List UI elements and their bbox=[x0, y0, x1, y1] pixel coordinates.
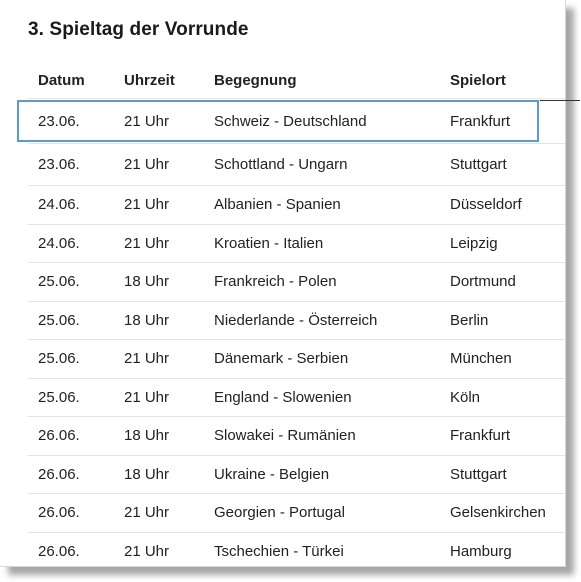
row-date: 23.06. bbox=[38, 112, 80, 130]
row-time: 21 Uhr bbox=[124, 350, 170, 368]
row-date: 24.06. bbox=[38, 234, 80, 252]
row-match: Frankreich - Polen bbox=[214, 273, 337, 291]
row-match: Albanien - Spanien bbox=[214, 196, 341, 214]
table-row[interactable]: 23.06. 21 Uhr Schottland - Ungarn Stuttg… bbox=[28, 144, 565, 186]
row-match: Niederlande - Österreich bbox=[214, 311, 378, 329]
row-venue: Leipzig bbox=[450, 234, 498, 252]
row-date: 24.06. bbox=[38, 196, 80, 214]
row-time: 21 Uhr bbox=[124, 156, 170, 173]
row-time: 21 Uhr bbox=[124, 504, 170, 522]
table-row[interactable]: 23.06. 21 Uhr Schweiz - Deutschland Fran… bbox=[28, 99, 565, 144]
table-row[interactable]: 26.06. 18 Uhr Ukraine - Belgien Stuttgar… bbox=[28, 456, 565, 494]
row-date: 26.06. bbox=[38, 427, 80, 445]
row-time: 18 Uhr bbox=[124, 465, 170, 483]
row-venue: Berlin bbox=[450, 311, 489, 329]
table-row[interactable]: 25.06. 21 Uhr England - Slowenien Köln bbox=[28, 379, 565, 417]
table-row[interactable]: 26.06. 21 Uhr Tschechien - Türkei Hambur… bbox=[28, 533, 565, 567]
row-match: Slowakei - Rumänien bbox=[214, 427, 356, 445]
row-time: 21 Uhr bbox=[124, 112, 170, 130]
row-match: Schweiz - Deutschland bbox=[214, 112, 367, 130]
row-match: Georgien - Portugal bbox=[214, 504, 345, 522]
table-row[interactable]: 25.06. 21 Uhr Dänemark - Serbien München bbox=[28, 340, 565, 379]
row-time: 21 Uhr bbox=[124, 234, 170, 252]
row-venue: Dortmund bbox=[450, 273, 516, 291]
row-time: 18 Uhr bbox=[124, 427, 170, 445]
row-time: 21 Uhr bbox=[124, 542, 170, 560]
row-match: Kroatien - Italien bbox=[214, 234, 324, 252]
row-venue: Gelsenkirchen bbox=[450, 504, 546, 522]
row-date: 25.06. bbox=[38, 311, 80, 329]
row-venue: Stuttgart bbox=[450, 156, 507, 173]
row-venue: Frankfurt bbox=[450, 427, 511, 445]
row-date: 25.06. bbox=[38, 350, 80, 368]
row-date: 23.06. bbox=[38, 156, 80, 173]
row-venue: Frankfurt bbox=[450, 112, 511, 130]
row-time: 18 Uhr bbox=[124, 273, 170, 291]
table-row[interactable]: 26.06. 21 Uhr Georgien - Portugal Gelsen… bbox=[28, 494, 565, 533]
column-header-venue: Spielort bbox=[450, 71, 506, 89]
column-header-match: Begegnung bbox=[214, 71, 297, 89]
table-row[interactable]: 25.06. 18 Uhr Frankreich - Polen Dortmun… bbox=[28, 263, 565, 302]
pointer-line bbox=[540, 100, 580, 101]
table-row[interactable]: 24.06. 21 Uhr Albanien - Spanien Düsseld… bbox=[28, 186, 565, 225]
row-match: Ukraine - Belgien bbox=[214, 465, 330, 483]
schedule-panel: 3. Spieltag der Vorrunde Datum Uhrzeit B… bbox=[0, 0, 566, 567]
schedule-table: Datum Uhrzeit Begegnung Spielort 23.06. … bbox=[28, 62, 565, 567]
column-header-time: Uhrzeit bbox=[124, 71, 175, 89]
row-venue: Köln bbox=[450, 388, 481, 406]
row-match: Dänemark - Serbien bbox=[214, 350, 349, 368]
row-date: 26.06. bbox=[38, 542, 80, 560]
column-header-date: Datum bbox=[38, 71, 85, 89]
row-date: 26.06. bbox=[38, 465, 80, 483]
row-time: 18 Uhr bbox=[124, 311, 170, 329]
table-row[interactable]: 25.06. 18 Uhr Niederlande - Österreich B… bbox=[28, 302, 565, 340]
row-time: 21 Uhr bbox=[124, 388, 170, 406]
table-header: Datum Uhrzeit Begegnung Spielort bbox=[28, 62, 565, 99]
row-venue: Hamburg bbox=[450, 542, 512, 560]
row-match: Schottland - Ungarn bbox=[214, 156, 348, 173]
row-venue: Düsseldorf bbox=[450, 196, 522, 214]
table-row[interactable]: 26.06. 18 Uhr Slowakei - Rumänien Frankf… bbox=[28, 417, 565, 456]
row-venue: Stuttgart bbox=[450, 465, 507, 483]
row-match: Tschechien - Türkei bbox=[214, 542, 344, 560]
page-title: 3. Spieltag der Vorrunde bbox=[28, 19, 249, 40]
row-date: 26.06. bbox=[38, 504, 80, 522]
row-venue: München bbox=[450, 350, 512, 368]
row-match: England - Slowenien bbox=[214, 388, 352, 406]
table-row[interactable]: 24.06. 21 Uhr Kroatien - Italien Leipzig bbox=[28, 225, 565, 263]
row-date: 25.06. bbox=[38, 388, 80, 406]
row-time: 21 Uhr bbox=[124, 196, 170, 214]
row-date: 25.06. bbox=[38, 273, 80, 291]
